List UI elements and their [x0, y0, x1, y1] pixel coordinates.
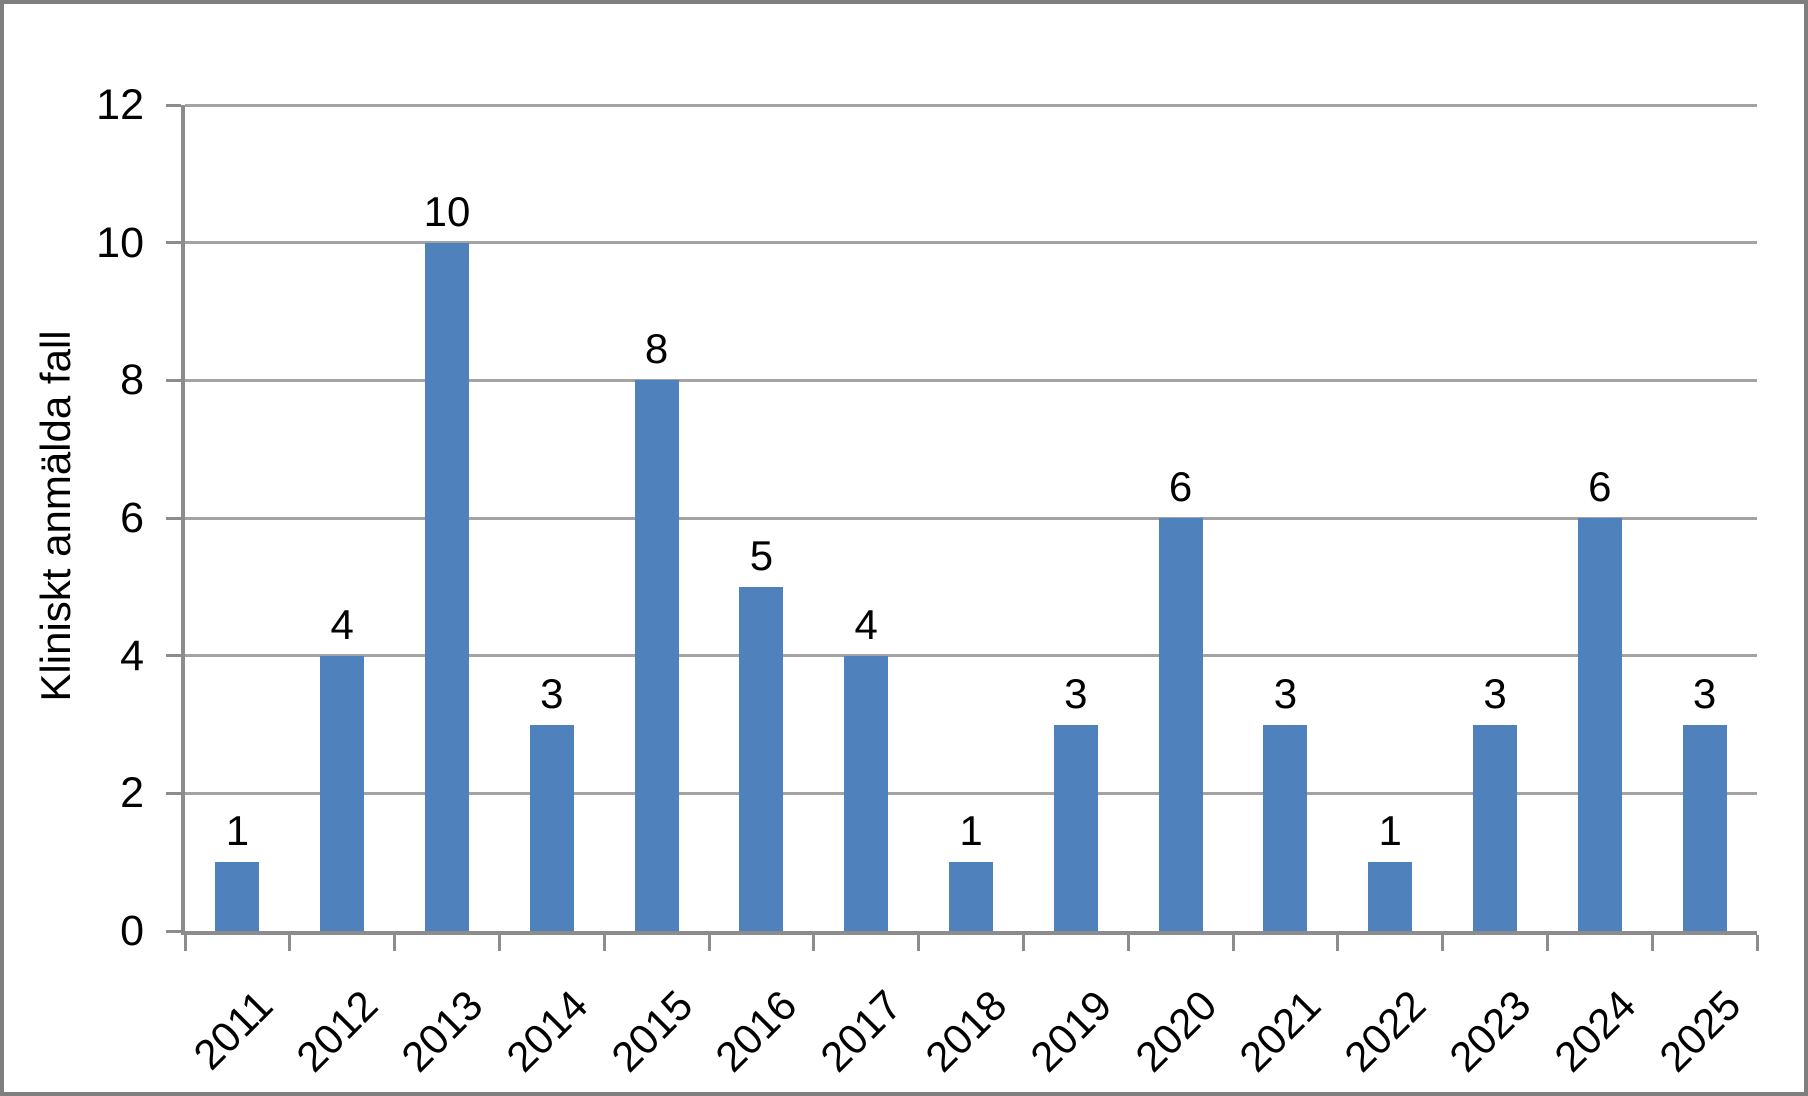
bar-2022: [1368, 862, 1413, 931]
y-tick-label-4: 4: [120, 631, 144, 680]
x-tick-boundary-3: [497, 935, 501, 951]
x-tick-boundary-9: [1126, 935, 1130, 951]
data-label-2012: 4: [330, 600, 354, 648]
y-tick-label-10: 10: [96, 218, 144, 267]
gridline-8: [185, 378, 1757, 382]
y-tick-label-6: 6: [120, 494, 144, 542]
x-tick-boundary-14: [1650, 935, 1654, 951]
gridline-2: [185, 791, 1757, 795]
x-tick-boundary-7: [917, 935, 921, 951]
bar-2023: [1473, 724, 1517, 931]
data-label-2017: 4: [854, 600, 878, 648]
bar-2025: [1682, 724, 1727, 931]
gridline-10: [185, 241, 1757, 245]
x-tick-boundary-12: [1441, 935, 1445, 951]
x-tick-boundary-4: [602, 935, 606, 951]
y-tick-label-8: 8: [120, 356, 144, 405]
data-label-2023: 3: [1483, 669, 1507, 717]
x-tick-label-2011: 2011: [184, 981, 282, 1079]
bar-2016: [739, 586, 784, 931]
x-tick-boundary-2: [393, 935, 397, 951]
y-tick-label-0: 0: [120, 907, 144, 955]
data-label-2024: 6: [1588, 463, 1612, 510]
bar-2021: [1263, 724, 1308, 931]
y-tick-4: [166, 654, 181, 658]
x-tick-boundary-6: [812, 935, 816, 951]
data-label-2014: 3: [540, 669, 564, 717]
y-tick-10: [166, 241, 181, 245]
x-tick-boundary-0: [183, 935, 187, 951]
gridline-12: [185, 103, 1757, 107]
x-tick-boundary-1: [288, 935, 292, 951]
data-label-2016: 5: [749, 531, 774, 579]
bar-2019: [1053, 724, 1098, 931]
y-tick-6: [166, 516, 181, 520]
data-label-2013: 10: [423, 187, 471, 235]
bar-2015: [634, 380, 679, 931]
y-tick-12: [166, 103, 181, 107]
bar-2012: [320, 655, 365, 931]
data-label-2025: 3: [1692, 669, 1717, 717]
y-tick-label-2: 2: [120, 769, 144, 818]
bar-2024: [1577, 518, 1622, 931]
x-tick-boundary-8: [1021, 935, 1025, 951]
y-tick-8: [166, 378, 181, 382]
x-tick-boundary-15: [1755, 935, 1759, 951]
data-label-2015: 8: [644, 325, 669, 373]
x-tick-boundary-11: [1336, 935, 1340, 951]
data-label-2018: 1: [959, 807, 983, 855]
y-tick-0: [166, 929, 181, 933]
plot-area: [166, 103, 1759, 951]
gridline-6: [185, 516, 1757, 520]
bar-2014: [529, 724, 574, 931]
bar-2017: [844, 655, 889, 931]
y-tick-label-12: 12: [96, 81, 144, 129]
x-tick-boundary-10: [1231, 935, 1235, 951]
data-label-2019: 3: [1064, 669, 1088, 717]
y-tick-2: [166, 791, 181, 795]
data-label-2011: 1: [225, 807, 250, 855]
data-label-2021: 3: [1273, 669, 1298, 717]
bar-2020: [1158, 518, 1203, 931]
bar-2018: [949, 862, 993, 931]
bar-2011: [215, 862, 260, 931]
x-tick-boundary-13: [1545, 935, 1549, 951]
data-label-2022: 1: [1378, 807, 1402, 855]
data-label-2020: 6: [1168, 463, 1193, 510]
bar-2013: [425, 242, 469, 931]
gridline-4: [185, 654, 1757, 658]
x-tick-boundary-5: [707, 935, 711, 951]
